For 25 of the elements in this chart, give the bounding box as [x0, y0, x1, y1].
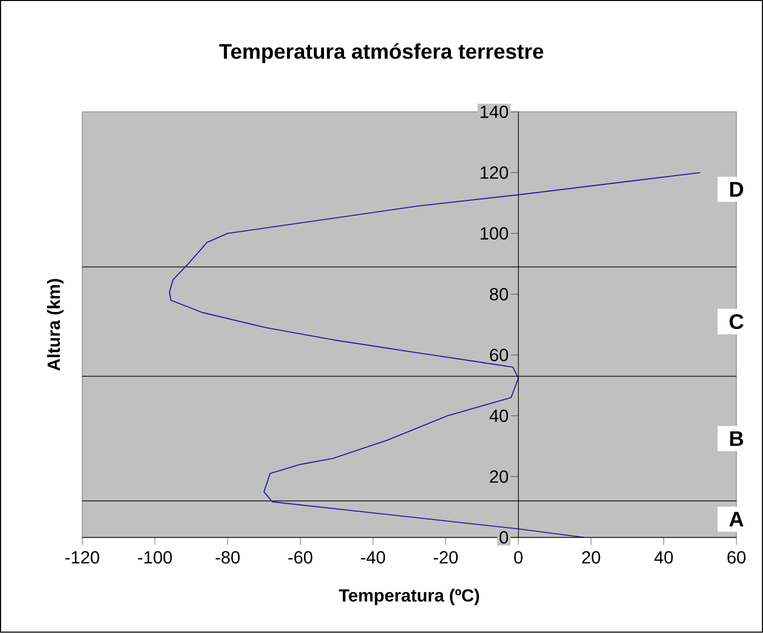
y-tick-label: 20 [490, 470, 508, 483]
x-tick-label: 0 [514, 551, 523, 564]
chart-title: Temperatura atmósfera terrestre [219, 43, 544, 64]
y-tick-label: 100 [480, 227, 508, 240]
y-tick-label: 60 [490, 348, 508, 362]
y-tick-label: 80 [490, 288, 508, 301]
x-tick-label: 40 [654, 551, 673, 564]
x-tick-label: -100 [138, 551, 172, 564]
annotation: C [730, 314, 744, 330]
x-tick-label: -80 [216, 551, 240, 564]
x-tick-label: 20 [582, 551, 600, 564]
x-tick-label: -120 [65, 551, 100, 564]
y-tick-label: 120 [480, 166, 508, 180]
x-axis-title: Temperatura (ºC) [338, 588, 480, 606]
annotation: A [729, 512, 744, 527]
x-tick-label: -20 [434, 551, 458, 564]
annotation: D [730, 182, 744, 197]
x-tick-label: -40 [361, 551, 386, 564]
y-tick-label: 140 [480, 106, 508, 118]
annotation: B [730, 432, 744, 446]
y-tick-label: 40 [490, 410, 508, 422]
x-tick-label: 60 [728, 551, 746, 564]
x-tick-label: -60 [288, 551, 312, 564]
y-axis-title: Altura (km) [47, 279, 64, 371]
y-tick-label: 0 [500, 531, 508, 544]
